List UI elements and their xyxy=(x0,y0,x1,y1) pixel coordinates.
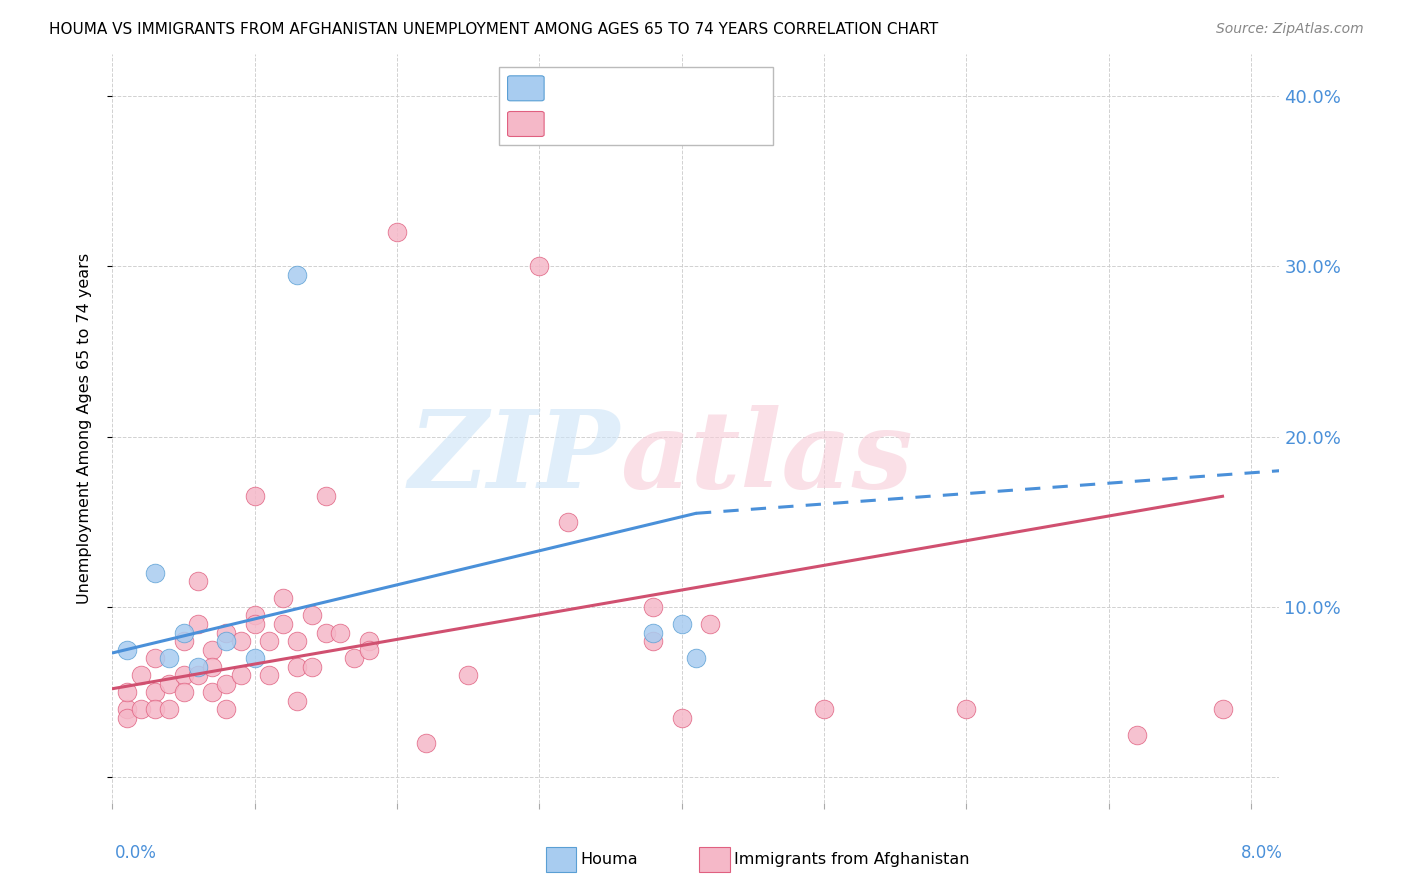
Point xyxy=(457,668,479,682)
Point xyxy=(143,685,166,699)
Point xyxy=(187,617,209,632)
Point xyxy=(115,642,138,657)
Point xyxy=(955,702,977,716)
Point xyxy=(301,608,323,623)
Point xyxy=(215,625,238,640)
Point xyxy=(243,617,266,632)
Point xyxy=(315,489,337,503)
Point xyxy=(287,268,309,282)
Point xyxy=(215,676,238,690)
Point xyxy=(143,566,166,580)
Point xyxy=(271,617,294,632)
Point xyxy=(643,625,665,640)
Point xyxy=(643,634,665,648)
Point xyxy=(1126,728,1149,742)
Point xyxy=(143,651,166,665)
Text: 0.0%: 0.0% xyxy=(115,844,157,862)
Text: Immigrants from Afghanistan: Immigrants from Afghanistan xyxy=(734,853,969,867)
Point xyxy=(643,599,665,614)
Point xyxy=(287,634,309,648)
Point xyxy=(129,702,152,716)
Text: ZIP: ZIP xyxy=(409,405,620,511)
Text: Houma: Houma xyxy=(581,853,638,867)
Point xyxy=(143,702,166,716)
Point xyxy=(157,676,180,690)
Point xyxy=(287,659,309,673)
Point xyxy=(173,625,195,640)
Point xyxy=(129,668,152,682)
Point xyxy=(201,685,224,699)
Point xyxy=(329,625,352,640)
Point xyxy=(157,702,180,716)
Point xyxy=(201,642,224,657)
Point xyxy=(357,642,380,657)
Point xyxy=(243,651,266,665)
Text: R = 0.258   N = 55: R = 0.258 N = 55 xyxy=(547,113,735,131)
Point xyxy=(173,668,195,682)
Point xyxy=(685,651,707,665)
Point xyxy=(343,651,366,665)
Point xyxy=(529,260,551,274)
Point xyxy=(415,736,437,750)
Point xyxy=(813,702,835,716)
Point xyxy=(257,634,280,648)
Point xyxy=(187,668,209,682)
Y-axis label: Unemployment Among Ages 65 to 74 years: Unemployment Among Ages 65 to 74 years xyxy=(77,252,91,604)
Point xyxy=(257,668,280,682)
Point xyxy=(671,617,693,632)
Text: 8.0%: 8.0% xyxy=(1240,844,1282,862)
Text: Source: ZipAtlas.com: Source: ZipAtlas.com xyxy=(1216,22,1364,37)
Point xyxy=(115,702,138,716)
Text: HOUMA VS IMMIGRANTS FROM AFGHANISTAN UNEMPLOYMENT AMONG AGES 65 TO 74 YEARS CORR: HOUMA VS IMMIGRANTS FROM AFGHANISTAN UNE… xyxy=(49,22,938,37)
Point xyxy=(357,634,380,648)
Point xyxy=(243,608,266,623)
Point xyxy=(287,693,309,707)
Point xyxy=(315,625,337,640)
Point xyxy=(271,591,294,606)
Point xyxy=(115,685,138,699)
Point xyxy=(699,617,721,632)
Point xyxy=(301,659,323,673)
Point xyxy=(173,634,195,648)
Point xyxy=(201,659,224,673)
Point xyxy=(1212,702,1234,716)
Point xyxy=(557,515,579,529)
Point xyxy=(215,634,238,648)
Point xyxy=(243,489,266,503)
Point xyxy=(115,711,138,725)
Point xyxy=(157,651,180,665)
Point xyxy=(671,711,693,725)
Point xyxy=(229,668,252,682)
Point xyxy=(173,685,195,699)
Point xyxy=(229,634,252,648)
Point xyxy=(385,225,408,239)
Text: atlas: atlas xyxy=(620,405,912,511)
Point xyxy=(187,574,209,589)
Point xyxy=(187,659,209,673)
Point xyxy=(215,702,238,716)
Text: R = 0.240   N = 11: R = 0.240 N = 11 xyxy=(547,78,735,95)
